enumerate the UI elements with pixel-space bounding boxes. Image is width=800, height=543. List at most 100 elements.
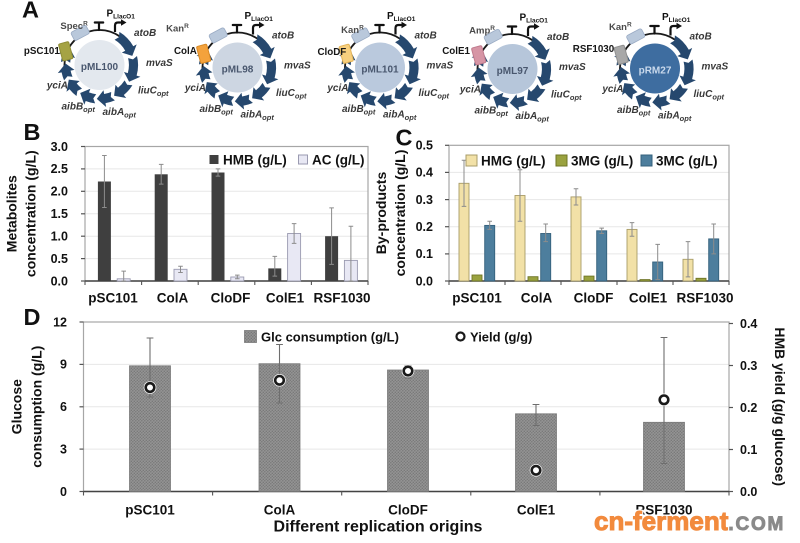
- svg-text:aibBopt: aibBopt: [617, 105, 651, 118]
- svg-text:3: 3: [60, 442, 67, 456]
- svg-text:B: B: [24, 119, 41, 145]
- svg-text:yciA: yciA: [459, 85, 481, 96]
- svg-text:ColE1: ColE1: [442, 46, 470, 57]
- svg-text:RSF1030: RSF1030: [573, 44, 615, 55]
- svg-text:0.2: 0.2: [740, 401, 757, 415]
- svg-text:atoB: atoB: [547, 32, 569, 43]
- svg-text:0.2: 0.2: [416, 220, 433, 234]
- svg-text:concentration (g/L): concentration (g/L): [392, 150, 408, 277]
- svg-text:RSF1030: RSF1030: [676, 291, 733, 306]
- svg-text:pRM27: pRM27: [639, 66, 672, 77]
- svg-text:aibBopt: aibBopt: [342, 104, 376, 117]
- svg-text:RSF1030: RSF1030: [635, 503, 692, 518]
- svg-text:2.5: 2.5: [51, 162, 68, 176]
- svg-text:AmpR: AmpR: [469, 25, 495, 37]
- svg-text:yciA: yciA: [184, 83, 206, 94]
- svg-text:ColE1: ColE1: [266, 291, 305, 306]
- svg-text:1.5: 1.5: [51, 207, 68, 221]
- svg-text:Different replication origins: Different replication origins: [274, 519, 483, 536]
- svg-text:KanR: KanR: [166, 23, 189, 35]
- svg-text:pML97: pML97: [497, 66, 529, 77]
- svg-text:pSC101: pSC101: [24, 46, 60, 57]
- svg-text:atoB: atoB: [690, 32, 712, 43]
- svg-text:aibAopt: aibAopt: [516, 111, 550, 124]
- svg-text:pSC101: pSC101: [125, 503, 175, 518]
- svg-text:Yield (g/g): Yield (g/g): [470, 330, 532, 345]
- svg-text:liuCopt: liuCopt: [551, 90, 582, 103]
- svg-text:mvaS: mvaS: [146, 58, 173, 69]
- svg-text:CloDF: CloDF: [317, 47, 346, 58]
- svg-text:pML98: pML98: [222, 65, 254, 76]
- svg-text:aibAopt: aibAopt: [658, 111, 692, 124]
- svg-text:6: 6: [60, 400, 67, 414]
- svg-text:yciA: yciA: [326, 83, 348, 94]
- svg-text:ColE1: ColE1: [517, 503, 556, 518]
- svg-text:CloDF: CloDF: [211, 291, 251, 306]
- svg-text:mvaS: mvaS: [559, 62, 586, 73]
- svg-text:0.3: 0.3: [740, 359, 757, 373]
- svg-text:ColE1: ColE1: [629, 291, 668, 306]
- svg-text:ColA: ColA: [264, 503, 296, 518]
- svg-text:2.0: 2.0: [51, 185, 68, 199]
- svg-text:Metabolites: Metabolites: [4, 175, 20, 252]
- svg-text:9: 9: [60, 358, 67, 372]
- svg-text:aibBopt: aibBopt: [200, 104, 234, 117]
- svg-text:0.1: 0.1: [416, 247, 433, 261]
- svg-text:D: D: [24, 304, 41, 330]
- svg-text:liuCopt: liuCopt: [694, 89, 725, 102]
- svg-text:SpecR: SpecR: [60, 20, 88, 32]
- svg-text:pSC101: pSC101: [452, 291, 502, 306]
- svg-text:pML101: pML101: [361, 65, 399, 76]
- svg-text:concentration (g/L): concentration (g/L): [23, 150, 39, 277]
- svg-text:HMB yield (g/g glucose): HMB yield (g/g glucose): [772, 327, 788, 486]
- svg-text:aibBopt: aibBopt: [62, 102, 96, 115]
- svg-text:mvaS: mvaS: [702, 62, 729, 73]
- svg-text:CloDF: CloDF: [388, 503, 428, 518]
- svg-text:aibAopt: aibAopt: [383, 110, 417, 123]
- svg-text:pSC101: pSC101: [88, 291, 138, 306]
- svg-text:Glc consumption (g/L): Glc consumption (g/L): [261, 330, 399, 345]
- svg-text:0.5: 0.5: [416, 139, 433, 153]
- svg-text:mvaS: mvaS: [427, 61, 454, 72]
- svg-text:12: 12: [53, 315, 67, 329]
- svg-text:C: C: [396, 125, 413, 151]
- svg-text:By-products: By-products: [373, 172, 389, 255]
- svg-text:HMG (g/L): HMG (g/L): [481, 154, 545, 169]
- svg-text:0.4: 0.4: [416, 166, 433, 180]
- svg-text:ColA: ColA: [157, 291, 189, 306]
- svg-text:ColA: ColA: [521, 291, 553, 306]
- svg-text:atoB: atoB: [272, 31, 294, 42]
- svg-text:0.0: 0.0: [51, 274, 68, 288]
- svg-text:KanR: KanR: [609, 22, 632, 34]
- svg-text:aibAopt: aibAopt: [103, 107, 137, 120]
- svg-text:0.5: 0.5: [51, 252, 68, 266]
- svg-text:0.4: 0.4: [740, 317, 757, 331]
- svg-text:aibAopt: aibAopt: [241, 110, 275, 123]
- svg-text:atoB: atoB: [415, 31, 437, 42]
- svg-text:0.3: 0.3: [416, 193, 433, 207]
- svg-text:RSF1030: RSF1030: [313, 291, 370, 306]
- svg-text:0.0: 0.0: [416, 274, 433, 288]
- svg-text:pML100: pML100: [81, 62, 119, 73]
- svg-text:A: A: [22, 0, 39, 23]
- svg-text:ColA: ColA: [174, 46, 197, 57]
- svg-text:yciA: yciA: [601, 84, 623, 95]
- svg-text:mvaS: mvaS: [284, 61, 311, 72]
- svg-text:atoB: atoB: [134, 28, 156, 39]
- svg-text:3MC (g/L): 3MC (g/L): [656, 154, 718, 169]
- svg-text:3MG (g/L): 3MG (g/L): [571, 154, 633, 169]
- svg-text:liuCopt: liuCopt: [138, 86, 169, 99]
- svg-text:0: 0: [60, 485, 67, 499]
- svg-text:liuCopt: liuCopt: [419, 88, 450, 101]
- svg-text:HMB (g/L): HMB (g/L): [223, 153, 287, 168]
- svg-text:0.1: 0.1: [740, 443, 757, 457]
- svg-text:CloDF: CloDF: [574, 291, 614, 306]
- svg-text:aibBopt: aibBopt: [475, 106, 509, 119]
- svg-text:consumption (g/L): consumption (g/L): [29, 346, 45, 468]
- svg-text:KanR: KanR: [341, 25, 364, 37]
- svg-text:AC (g/L): AC (g/L): [312, 153, 364, 168]
- svg-text:yciA: yciA: [46, 81, 68, 92]
- svg-text:3.0: 3.0: [51, 140, 68, 154]
- svg-text:liuCopt: liuCopt: [276, 88, 307, 101]
- svg-text:1.0: 1.0: [51, 230, 68, 244]
